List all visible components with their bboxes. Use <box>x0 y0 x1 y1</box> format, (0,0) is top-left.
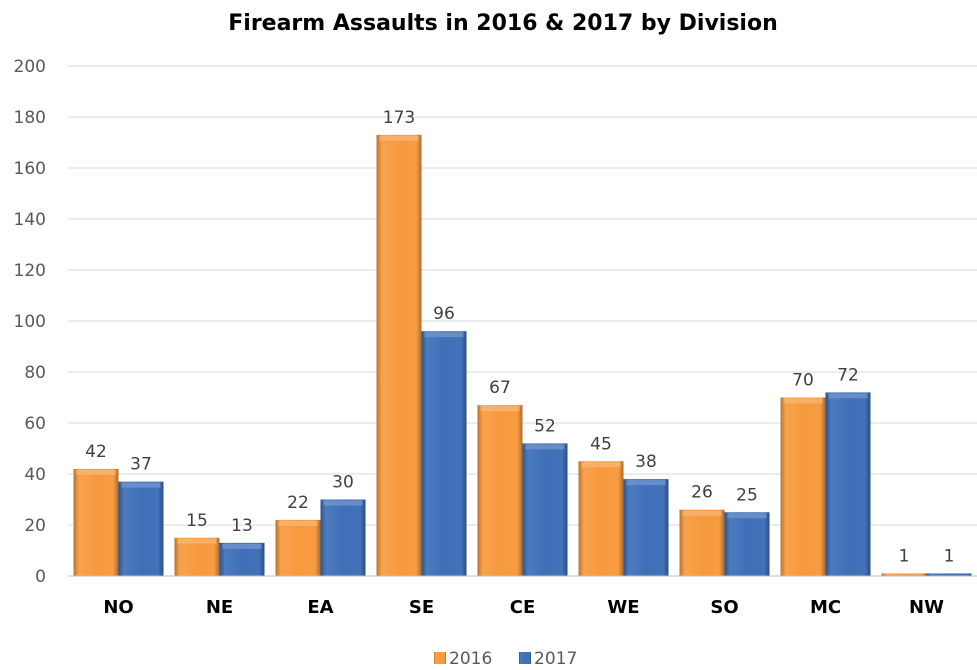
bar-bevel-2016-SO <box>682 510 722 516</box>
category-label-MC: MC <box>810 597 841 618</box>
y-tick-label: 60 <box>24 414 46 434</box>
data-label-2017-SO: 25 <box>736 485 758 505</box>
bar-bevel-2017-WE <box>626 480 666 486</box>
bar-2017-MC <box>825 392 871 576</box>
y-tick-label: 40 <box>24 465 46 485</box>
bar-2016-MC <box>780 397 826 576</box>
bar-2016-SE <box>376 134 422 576</box>
legend-label-2016: 2016 <box>449 649 492 669</box>
category-label-SO: SO <box>710 597 738 618</box>
category-label-CE: CE <box>510 597 536 618</box>
bar-2016-NW <box>881 573 927 576</box>
data-label-2016-NW: 1 <box>899 546 910 566</box>
bar-2016-EA <box>275 519 321 576</box>
bar-bevel-2017-CE <box>525 444 565 450</box>
gridlines <box>68 65 977 526</box>
data-label-2017-MC: 72 <box>837 365 859 385</box>
category-label-EA: EA <box>307 597 333 618</box>
bar-2017-NO <box>118 481 164 576</box>
y-tick-label: 120 <box>14 261 46 281</box>
bar-bevel-2016-CE <box>480 406 520 412</box>
data-label-2016-MC: 70 <box>792 371 814 391</box>
bar-bevel-2017-NO <box>121 482 161 488</box>
data-label-2017-NO: 37 <box>130 455 152 475</box>
bar-2016-SO <box>679 509 725 576</box>
bar-bevel-2016-WE <box>581 462 621 468</box>
bar-2017-SE <box>421 331 467 576</box>
bar-2017-WE <box>623 479 669 576</box>
legend-swatch-2016 <box>434 652 446 664</box>
bar-2016-NO <box>73 468 119 576</box>
y-tick-label: 160 <box>14 159 46 179</box>
bar-2016-CE <box>477 405 523 576</box>
data-label-2016-CE: 67 <box>489 378 511 398</box>
bar-bevel-2016-NE <box>177 538 217 544</box>
category-label-NO: NO <box>103 597 133 618</box>
category-label-NW: NW <box>909 597 944 618</box>
legend-label-2017: 2017 <box>534 649 577 669</box>
bar-bevel-2016-EA <box>278 520 318 526</box>
bar-bevel-2016-SE <box>379 135 419 141</box>
data-label-2016-NO: 42 <box>85 442 107 462</box>
y-tick-label: 180 <box>14 108 46 128</box>
legend: 2016 2017 <box>434 649 577 669</box>
bar-2017-CE <box>522 443 568 576</box>
data-label-2017-NE: 13 <box>231 516 253 536</box>
y-tick-label: 140 <box>14 210 46 230</box>
bar-2017-NW <box>926 573 972 576</box>
bar-bevel-2017-NE <box>222 543 262 549</box>
bar-bevel-2017-SE <box>424 332 464 338</box>
data-label-2017-NW: 1 <box>944 546 955 566</box>
bar-2016-WE <box>578 461 624 576</box>
bar-bevel-2016-MC <box>783 398 823 404</box>
data-label-2016-SO: 26 <box>691 483 713 503</box>
data-label-2017-WE: 38 <box>635 452 657 472</box>
bar-2017-SO <box>724 512 770 576</box>
y-tick-label: 80 <box>24 363 46 383</box>
y-tick-label: 100 <box>14 312 46 332</box>
data-label-2016-WE: 45 <box>590 434 612 454</box>
y-tick-label: 20 <box>24 516 46 536</box>
bars <box>73 134 972 576</box>
bar-2017-EA <box>320 499 366 576</box>
bar-bevel-2017-SO <box>727 513 767 519</box>
category-label-NE: NE <box>206 597 233 618</box>
y-tick-label: 0 <box>35 567 46 587</box>
data-label-2016-EA: 22 <box>287 493 309 513</box>
x-axis-category-labels: NO NE EA SE CE WE SO MC NW <box>103 597 944 618</box>
chart-title: Firearm Assaults in 2016 & 2017 by Divis… <box>228 11 777 36</box>
y-tick-label: 200 <box>14 57 46 77</box>
bar-2016-NE <box>174 537 220 576</box>
category-label-WE: WE <box>607 597 639 618</box>
data-label-2016-NE: 15 <box>186 511 208 531</box>
data-label-2017-EA: 30 <box>332 473 354 493</box>
bar-bevel-2016-NO <box>76 469 116 475</box>
data-label-2016-SE: 173 <box>383 108 415 128</box>
bar-bevel-2017-EA <box>323 500 363 506</box>
data-label-2017-CE: 52 <box>534 416 556 436</box>
category-label-SE: SE <box>409 597 434 618</box>
data-label-2017-SE: 96 <box>433 304 455 324</box>
y-axis-tick-labels: 0 20 40 60 80 100 120 140 160 180 200 <box>14 57 46 587</box>
legend-swatch-2017 <box>519 652 531 664</box>
bar-bevel-2017-MC <box>828 393 868 399</box>
data-labels: 42 37 15 13 22 30 173 96 67 52 45 38 26 25 70 72 1 1 <box>85 108 954 567</box>
